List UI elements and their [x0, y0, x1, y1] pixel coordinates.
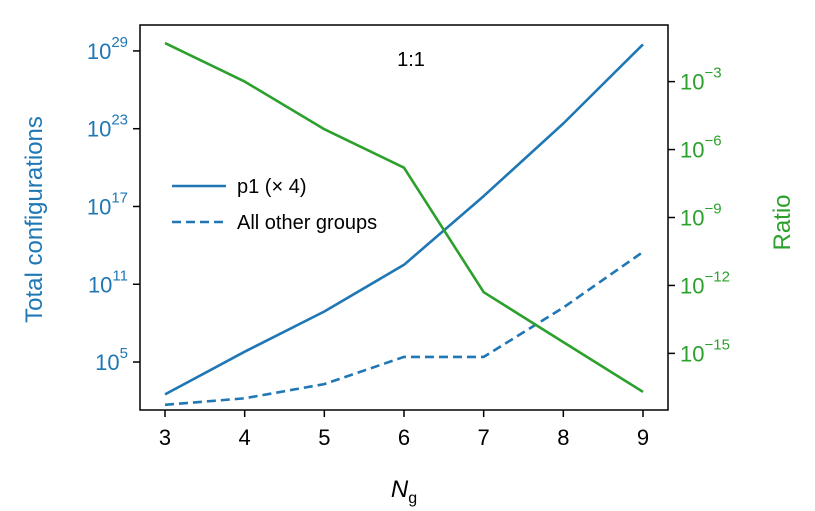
- series-line-1: [164, 43, 644, 396]
- x-tick-label: 8: [557, 425, 569, 450]
- y-left-tick-label: 105: [95, 345, 128, 375]
- x-tick-label: 7: [478, 425, 490, 450]
- y-left-tick-label: 1023: [87, 112, 128, 142]
- chart-annotation: 1:1: [397, 49, 425, 71]
- legend-label: p1 (× 4): [237, 176, 306, 198]
- series-line-2: [164, 250, 644, 407]
- plot-area-frame: [139, 24, 669, 411]
- x-tick-label: 3: [159, 425, 171, 450]
- legend-label: All other groups: [237, 212, 377, 234]
- x-tick-label: 9: [637, 425, 649, 450]
- y-left-tick-label: 1017: [87, 189, 128, 219]
- y-left-tick-label: 1011: [88, 267, 128, 297]
- x-axis-label-base: N: [391, 476, 409, 503]
- series-line-3: [164, 41, 644, 394]
- x-axis-label-subscript: g: [408, 490, 417, 507]
- y-right-tick-label: 10−15: [680, 336, 730, 366]
- y-axis-left-label: Total configurations: [21, 116, 48, 323]
- y-right-tick-label: 10−6: [680, 133, 722, 163]
- y-left-tick-label: 1029: [87, 34, 128, 64]
- x-tick-label: 6: [398, 425, 410, 450]
- y-axis-right-label: Ratio: [769, 194, 796, 250]
- y-right-tick-label: 10−9: [680, 201, 722, 231]
- y-right-tick-label: 10−12: [680, 268, 730, 298]
- x-axis-label: Ng: [391, 476, 417, 507]
- x-tick-label: 4: [239, 425, 251, 450]
- y-right-tick-label: 10−3: [680, 65, 722, 95]
- x-tick-label: 5: [318, 425, 330, 450]
